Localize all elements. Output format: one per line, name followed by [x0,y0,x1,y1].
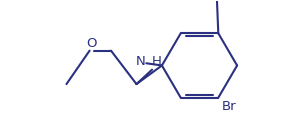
Text: Br: Br [222,100,237,113]
Text: N: N [136,55,146,69]
Text: O: O [87,37,97,50]
Text: H: H [152,55,162,69]
